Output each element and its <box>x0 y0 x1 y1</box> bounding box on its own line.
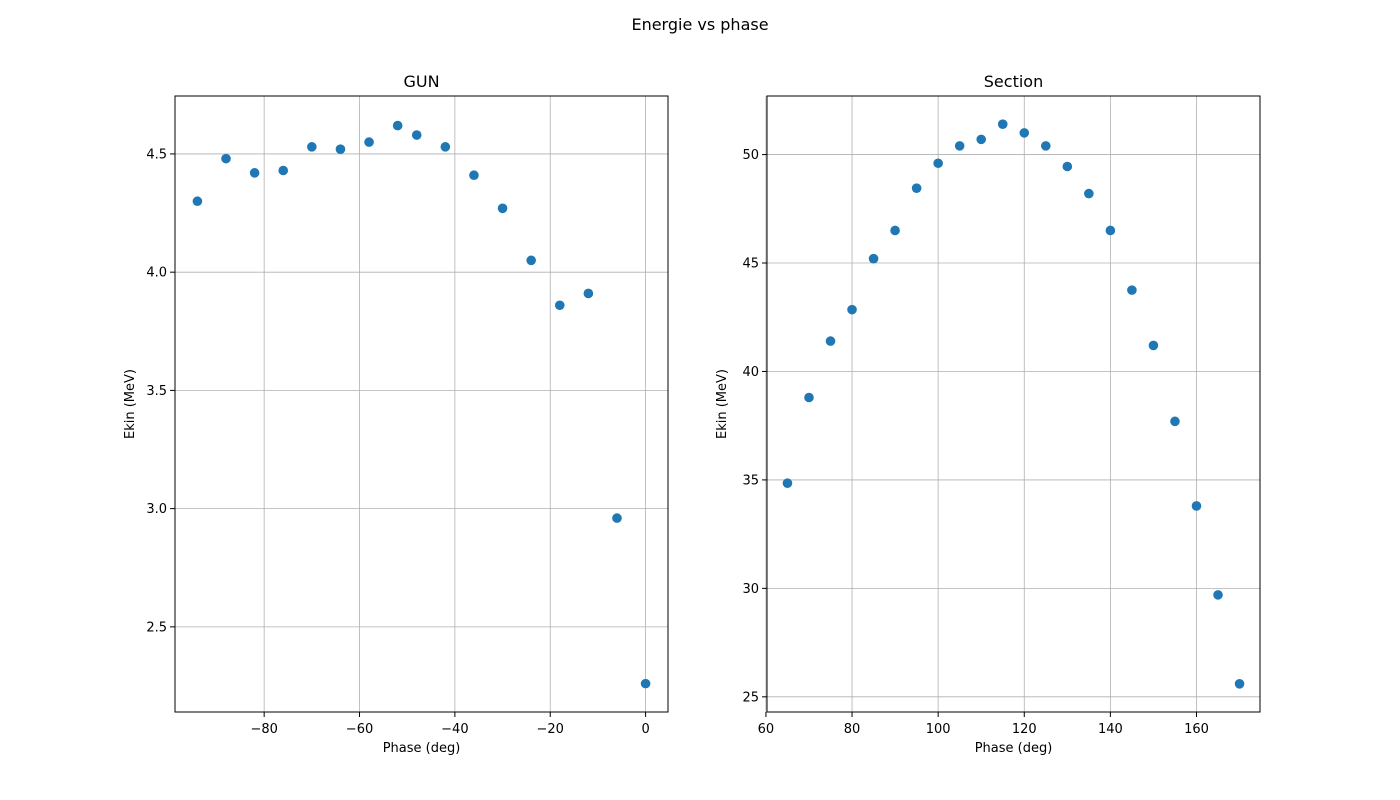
gun-data-point <box>221 153 231 164</box>
section-data-point <box>933 158 943 169</box>
section-y-tick-label: 50 <box>742 148 759 163</box>
section-data-point <box>782 478 793 488</box>
gun-data-point <box>497 203 508 214</box>
section-points <box>782 119 1245 689</box>
section-data-point <box>1170 416 1180 427</box>
gun-grid <box>175 96 668 712</box>
section-x-tick-label: 100 <box>926 722 951 737</box>
section-data-point <box>1019 128 1030 138</box>
section-data-point <box>890 225 900 236</box>
gun-y-tick-label: 3.5 <box>146 384 167 399</box>
gun-y-tick-label: 4.5 <box>146 147 167 162</box>
section-data-point <box>1040 141 1051 151</box>
section-ticks: 60 80 100 120 140 160 25 30 35 40 45 50 <box>742 148 1208 737</box>
section-data-point <box>1105 225 1116 236</box>
section-y-tick-label: 45 <box>742 257 759 272</box>
subplot-section: 60 80 100 120 140 160 25 30 35 40 45 50 Section Pha… <box>715 72 1261 756</box>
gun-x-axis-label: Phase (deg) <box>383 741 461 756</box>
gun-axes-frame <box>174 95 669 713</box>
subplot-gun: −80 −60 −40 −20 0 2.5 3.0 3.5 4.0 4.5 GUN Phase (… <box>123 72 669 756</box>
section-y-axis-label: Ekin (MeV) <box>715 369 730 439</box>
section-grid <box>765 96 1260 712</box>
section-data-point <box>954 141 965 151</box>
gun-data-point <box>278 165 289 176</box>
gun-y-tick-label: 3.0 <box>146 502 167 517</box>
section-x-tick-label: 160 <box>1184 722 1209 737</box>
gun-data-point <box>307 142 317 152</box>
section-data-point <box>997 119 1008 129</box>
gun-x-tick-label: 0 <box>641 722 649 737</box>
section-data-point <box>1191 501 1202 511</box>
gun-x-tick-label: −60 <box>346 722 373 737</box>
section-data-point <box>825 336 836 346</box>
section-data-point <box>804 392 814 403</box>
gun-title: GUN <box>403 72 439 91</box>
section-x-tick-label: 80 <box>844 722 861 737</box>
gun-data-point <box>612 513 622 523</box>
section-data-point <box>1084 188 1094 199</box>
section-x-tick-label: 120 <box>1012 722 1037 737</box>
gun-data-point <box>392 120 403 131</box>
section-y-tick-label: 35 <box>742 473 759 488</box>
section-x-axis-label: Phase (deg) <box>975 741 1053 756</box>
section-y-tick-label: 25 <box>742 690 759 705</box>
section-y-tick-label: 30 <box>742 582 759 597</box>
gun-data-point <box>411 130 422 140</box>
section-x-tick-label: 60 <box>758 722 775 737</box>
gun-data-point <box>526 255 536 266</box>
section-data-point <box>1213 590 1223 600</box>
section-x-tick-label: 140 <box>1098 722 1123 737</box>
section-data-point <box>847 304 857 315</box>
gun-data-point <box>335 144 346 155</box>
gun-x-tick-label: −20 <box>537 722 564 737</box>
section-data-point <box>1148 340 1159 351</box>
gun-data-point <box>469 170 479 181</box>
gun-y-axis-label: Ekin (MeV) <box>123 369 138 439</box>
gun-x-tick-label: −80 <box>250 722 277 737</box>
gun-data-point <box>364 137 374 147</box>
gun-data-point <box>192 196 203 207</box>
section-data-point <box>1062 161 1073 172</box>
gun-data-point <box>554 300 565 311</box>
gun-ticks: −80 −60 −40 −20 0 2.5 3.0 3.5 4.0 4.5 <box>146 147 649 737</box>
figure-suptitle: Energie vs phase <box>631 15 768 34</box>
section-data-point <box>1127 285 1137 295</box>
gun-x-tick-label: −40 <box>441 722 468 737</box>
gun-data-point <box>440 142 451 152</box>
gun-data-point <box>249 168 260 178</box>
gun-y-tick-label: 4.0 <box>146 266 167 281</box>
section-data-point <box>911 183 922 193</box>
gun-data-point <box>640 678 651 689</box>
section-data-point <box>1234 679 1245 689</box>
gun-y-tick-label: 2.5 <box>146 620 167 635</box>
gun-data-point <box>583 288 594 299</box>
gun-points <box>192 120 651 689</box>
section-axes-frame <box>766 95 1261 713</box>
section-y-tick-label: 40 <box>742 365 759 380</box>
section-data-point <box>976 134 987 145</box>
section-title: Section <box>984 72 1043 91</box>
section-data-point <box>868 253 879 264</box>
